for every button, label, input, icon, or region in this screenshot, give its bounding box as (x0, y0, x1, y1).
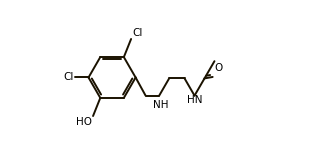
Text: HO: HO (76, 117, 92, 127)
Text: Cl: Cl (64, 73, 74, 82)
Text: Cl: Cl (132, 28, 142, 38)
Text: O: O (214, 63, 223, 73)
Text: NH: NH (153, 100, 169, 110)
Text: HN: HN (187, 95, 202, 105)
